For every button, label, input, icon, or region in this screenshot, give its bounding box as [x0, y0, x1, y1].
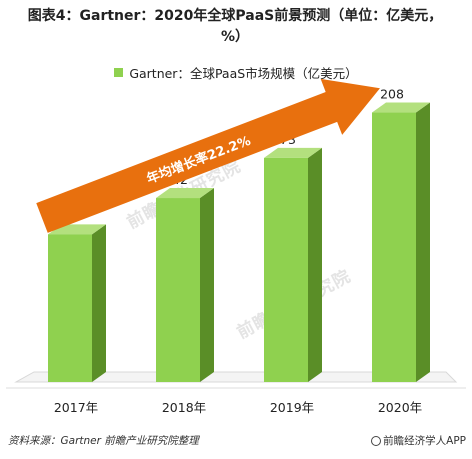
x-tick-label: 2020年 [378, 400, 422, 415]
x-tick-label: 2018年 [162, 400, 206, 415]
x-tick-label: 2017年 [54, 400, 98, 415]
data-label: 208 [380, 87, 404, 102]
bar-side [308, 147, 322, 382]
bar-side [92, 224, 106, 382]
bar-side [200, 188, 214, 382]
legend-swatch [114, 67, 124, 77]
chart-floor [14, 371, 458, 383]
source-note: 资料来源：Gartner 前瞻产业研究院整理 [8, 435, 199, 447]
brand: 前瞻经济学人APP [371, 433, 466, 448]
x-tick-label: 2019年 [270, 400, 314, 415]
bar-top [372, 102, 430, 113]
bar [372, 112, 416, 382]
legend-label: Gartner：全球PaaS市场规模（亿美元） [129, 65, 358, 81]
bar [48, 234, 92, 382]
bar-top [264, 147, 322, 158]
bar [156, 198, 200, 382]
growth-arrow-shape [36, 78, 380, 233]
brand-logo-icon [371, 435, 382, 446]
brand-label: 前瞻经济学人APP [383, 435, 466, 447]
bar-side [416, 102, 430, 382]
bar [264, 157, 308, 382]
chart-title: 图表4：Gartner：2020年全球PaaS前景预测（单位：亿美元，%） [27, 8, 443, 45]
legend: Gartner：全球PaaS市场规模（亿美元） [0, 64, 472, 81]
bar-top [156, 188, 214, 199]
